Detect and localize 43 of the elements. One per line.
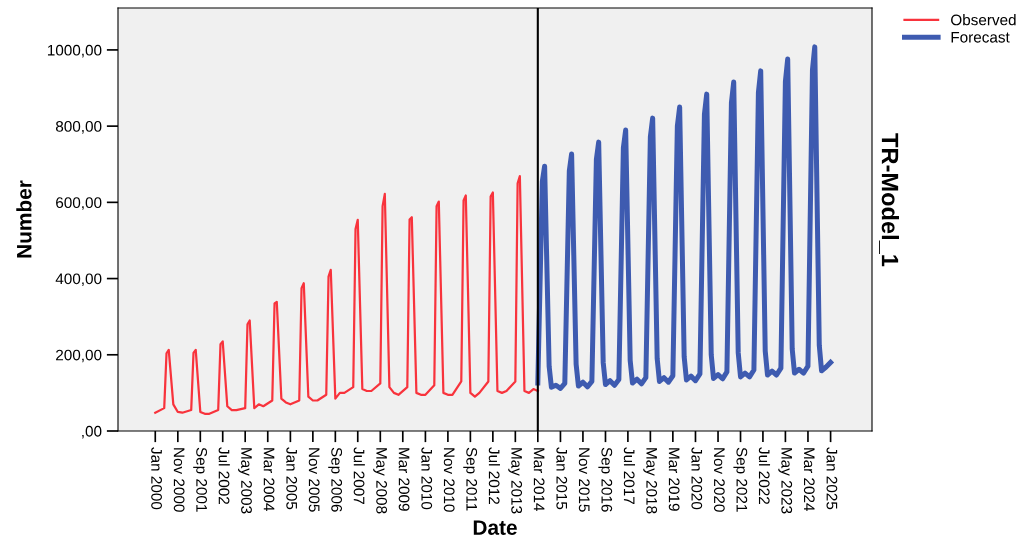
x-tick-label: Mar 2004 [263, 448, 275, 512]
x-tick-label: Jan 2010 [421, 447, 433, 510]
x-tick-label: May 2003 [238, 448, 252, 514]
x-tick-label: Jan 2015 [556, 447, 568, 510]
x-tick-label: Nov 2010 [443, 448, 455, 512]
y-tick-label: 1000,00 [47, 44, 102, 58]
x-tick-label: Jul 2002 [218, 447, 230, 504]
x-tick-label: Nov 2000 [173, 448, 185, 512]
x-tick-label: Nov 2005 [308, 448, 320, 512]
x-tick-label: Jul 2022 [758, 447, 771, 504]
x-tick-label: Jan 2020 [691, 447, 703, 510]
text: TR-Model_1 [879, 133, 900, 267]
x-tick-label: May 2018 [643, 448, 658, 514]
y-tick-label: 200,00 [56, 349, 102, 363]
legend-label: Forecast [951, 31, 1010, 43]
line-series [154, 174, 539, 415]
x-tick-label: Mar 2009 [398, 448, 410, 511]
y-tick-label: 800,00 [55, 121, 102, 134]
x-tick-label: Nov 2020 [713, 448, 725, 512]
x-tick-label: Sep 2011 [463, 447, 478, 511]
x-tick-label: May 2023 [778, 448, 793, 514]
x-tick-label: Jul 2017 [623, 447, 636, 504]
y-tick-label: 600,00 [56, 197, 102, 210]
x-tick-label: Sep 2021 [733, 447, 748, 512]
x-tick-label: Jul 2007 [353, 447, 365, 504]
x-tick-label: Mar 2024 [803, 448, 815, 512]
x-tick-label: May 2013 [508, 448, 523, 514]
x-tick-label: May 2008 [373, 448, 388, 514]
y-tick-label: 400,00 [55, 273, 102, 287]
x-tick-label: Jan 2025 [826, 447, 838, 510]
x-tick-label: Sep 2001 [193, 447, 208, 512]
x-tick-label: Mar 2014 [533, 448, 545, 512]
x-tick-label: Sep 2006 [328, 447, 343, 512]
y-axis-title: Number [16, 180, 32, 258]
y-tick-label: ,00 [82, 425, 102, 439]
x-tick-label: Jan 2000 [151, 447, 162, 510]
x-tick-label: Jan 2005 [286, 447, 298, 510]
x-axis-title: Date [473, 520, 517, 535]
x-tick-label: Sep 2016 [598, 447, 613, 512]
x-tick-label: Nov 2015 [578, 448, 590, 512]
legend-label: Observed [951, 14, 1016, 26]
x-tick-label: Mar 2019 [668, 448, 680, 511]
x-tick-label: Jul 2012 [488, 447, 500, 504]
